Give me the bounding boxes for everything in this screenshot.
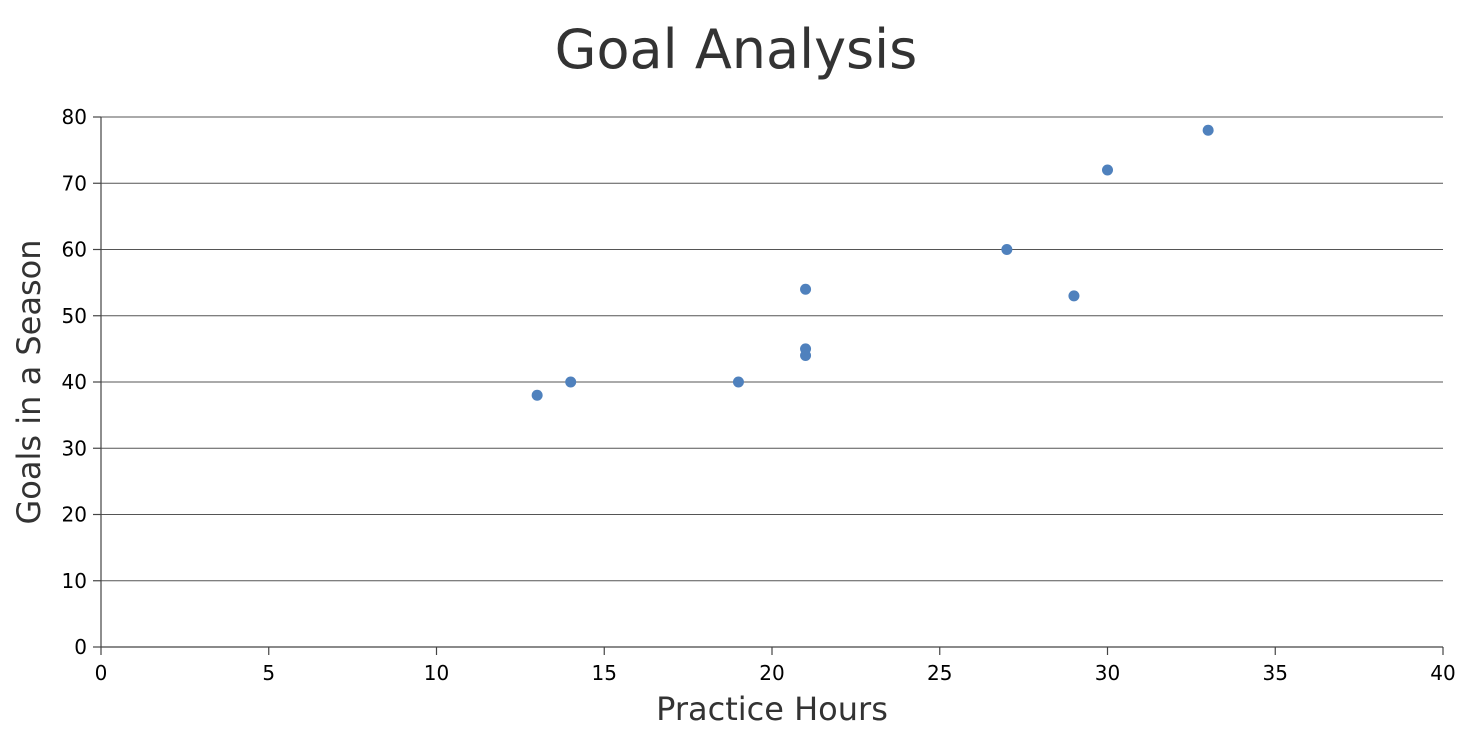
y-axis-title: Goals in a Season: [10, 240, 48, 525]
data-point: [1202, 124, 1214, 136]
axes: [93, 116, 1444, 655]
y-tick-label: 40: [62, 370, 87, 394]
tick-labels: 0 10 20 30 40 50 60 70 80 0 5 10 15 20 25 30 35 40: [62, 105, 1456, 685]
x-tick-label: 5: [262, 661, 275, 685]
data-points: [531, 124, 1214, 401]
y-tick-label: 10: [62, 569, 87, 593]
y-tick-label: 80: [62, 105, 87, 129]
y-tick-label: 30: [62, 436, 87, 460]
data-point: [531, 389, 543, 401]
x-tick-label: 10: [424, 661, 449, 685]
data-point: [800, 283, 812, 295]
x-axis-title: Practice Hours: [656, 690, 888, 728]
y-tick-label: 50: [62, 304, 87, 328]
data-point: [800, 343, 812, 355]
y-tick-label: 60: [62, 238, 87, 262]
x-tick-label: 25: [927, 661, 952, 685]
y-tick-label: 20: [62, 503, 87, 527]
x-tick-label: 40: [1430, 661, 1455, 685]
grid-lines: [101, 116, 1443, 582]
x-tick-label: 15: [592, 661, 617, 685]
data-point: [1068, 290, 1080, 302]
data-point: [732, 376, 744, 388]
x-tick-label: 20: [759, 661, 784, 685]
y-tick-label: 0: [74, 635, 87, 659]
data-point: [1001, 244, 1013, 255]
x-tick-label: 35: [1263, 661, 1288, 685]
x-tick-label: 0: [95, 661, 108, 685]
x-tick-label: 30: [1095, 661, 1120, 685]
y-tick-label: 70: [62, 171, 87, 195]
data-point: [565, 376, 577, 388]
chart-title: Goal Analysis: [555, 18, 918, 81]
data-point: [1102, 164, 1113, 176]
